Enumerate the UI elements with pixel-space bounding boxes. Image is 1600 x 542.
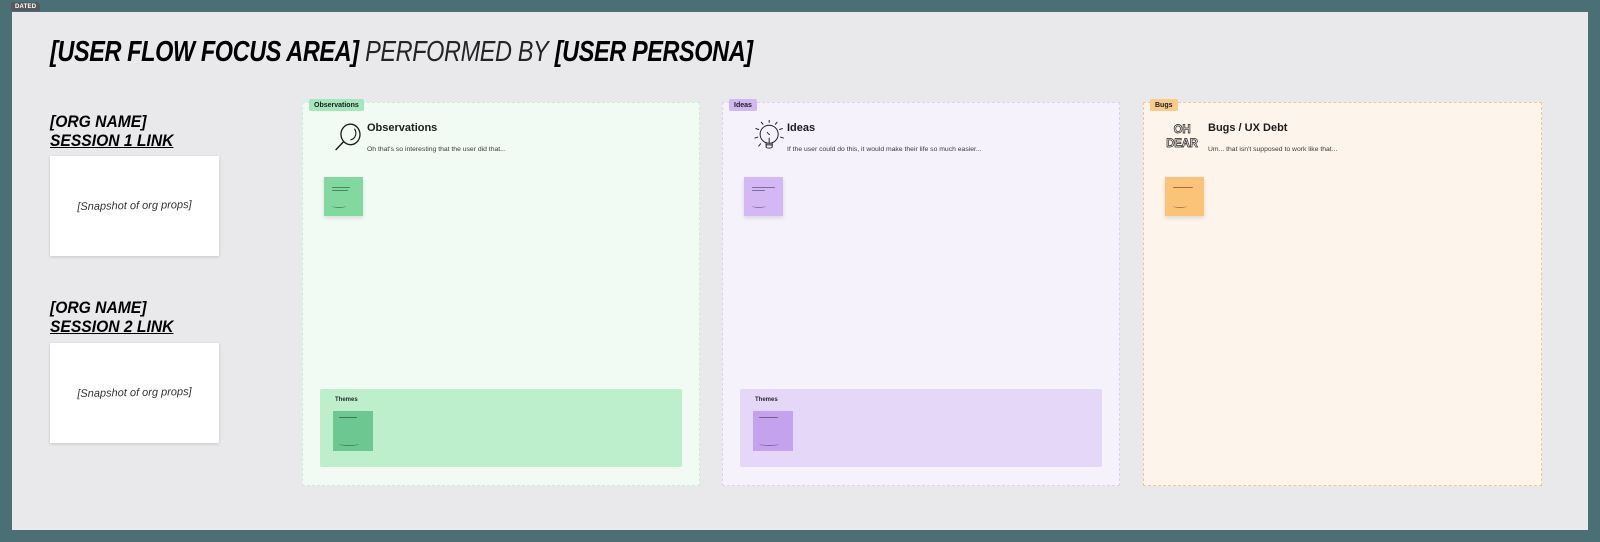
svg-text:OH: OH [1174,124,1191,136]
svg-text:DEAR: DEAR [1166,138,1198,150]
